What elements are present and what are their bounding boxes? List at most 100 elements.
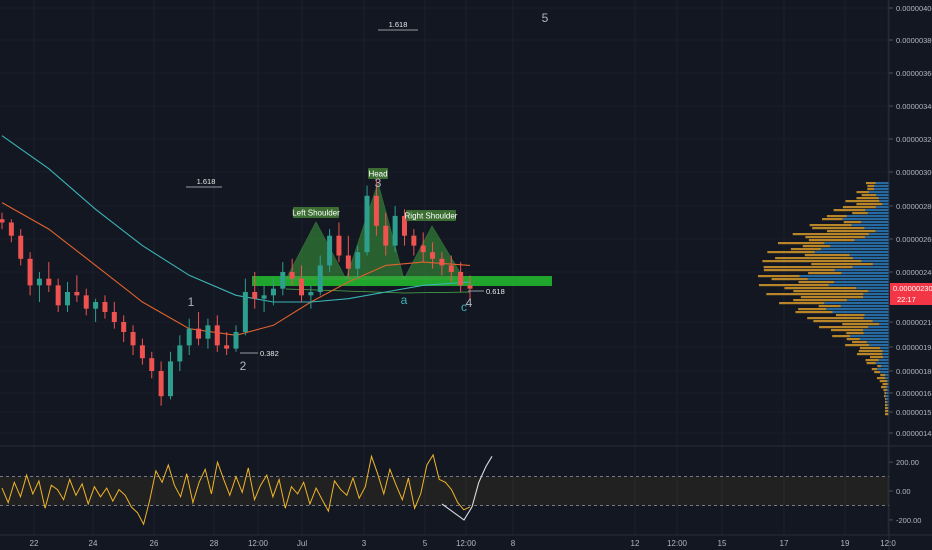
indicator-axis[interactable]: 200.00 0.00 -200.00 [889, 458, 921, 525]
volume-bar-sell [880, 386, 887, 389]
price-axis[interactable]: 0.00000400 0.00000380 0.00000360 0.00000340… [889, 4, 932, 438]
wave-label-1: 1 [188, 295, 195, 309]
price-tick-label: 0.00000260 [896, 235, 932, 244]
volume-bar-buy [876, 194, 889, 197]
volume-bar-buy [875, 362, 889, 365]
candle-body [74, 292, 80, 296]
volume-bar-buy [879, 200, 889, 203]
volume-bar-sell [795, 311, 833, 314]
volume-bar-sell [856, 197, 879, 200]
candle-body [27, 258, 33, 286]
fib-label-0618: 0.618 [486, 287, 505, 296]
volume-bar-sell [763, 269, 835, 272]
time-tick-label: 5 [423, 539, 428, 548]
volume-bar-buy [826, 308, 889, 311]
volume-bar-buy [864, 314, 889, 317]
price-tick-label: 0.00000300 [896, 168, 932, 177]
moving-average-line [1, 202, 471, 336]
time-tick-label: Jul [297, 539, 307, 548]
price-tick-label: 0.00000156 [896, 408, 932, 417]
volume-bar-sell [757, 275, 800, 278]
volume-bar-buy [886, 389, 889, 392]
volume-bar-sell [842, 206, 876, 209]
volume-bar-sell [869, 356, 884, 359]
candle-body [18, 235, 24, 259]
indicator-projection [441, 456, 493, 521]
candle-body [411, 235, 417, 246]
volume-bar-buy [841, 272, 889, 275]
volume-bar-sell [813, 320, 873, 323]
candle-body [345, 255, 351, 269]
volume-bar-buy [868, 326, 889, 329]
wave-label-5: 5 [542, 11, 549, 25]
volume-bar-buy [875, 206, 889, 209]
head-tag [368, 168, 388, 179]
left-shoulder-label: Left Shoulder [292, 209, 340, 218]
volume-bar-buy [814, 251, 889, 254]
candle-body [224, 345, 230, 349]
fib-label-left: 1.618 [197, 177, 216, 186]
volume-bar-buy [852, 257, 889, 260]
volume-bar-buy [877, 368, 889, 371]
volume-bar-buy [886, 392, 889, 395]
price-tick-label: 0.00000280 [896, 202, 932, 211]
price-tick-label: 0.00000340 [896, 102, 932, 111]
volume-bar-buy [872, 263, 889, 266]
volume-bar-buy [807, 278, 889, 281]
volume-bar-buy [872, 320, 889, 323]
volume-bar-buy [828, 284, 889, 287]
volume-bar-buy [842, 218, 889, 221]
candle-body [439, 258, 445, 266]
volume-bar-sell [842, 323, 880, 326]
price-tick-label: 0.00000320 [896, 135, 932, 144]
candle-body [261, 295, 267, 299]
time-tick-label: 22 [30, 539, 39, 548]
volume-bar-buy [880, 347, 889, 350]
price-tick-label: 0.00000180 [896, 367, 932, 376]
volume-bar-buy [866, 341, 889, 344]
volume-bar-buy [882, 350, 889, 353]
volume-bar-sell [866, 362, 876, 365]
right-shoulder-tag [406, 210, 456, 221]
volume-bar-buy [863, 329, 889, 332]
volume-bar-buy [824, 242, 889, 245]
candle-body [327, 235, 333, 266]
volume-bar-sell [793, 299, 847, 302]
volume-bar-buy [883, 356, 889, 359]
volume-bar-buy [861, 221, 889, 224]
candles[interactable] [0, 178, 473, 406]
volume-bar-buy [885, 395, 889, 398]
volume-bar-sell [885, 404, 888, 407]
candle-body [167, 361, 173, 397]
volume-bar-buy [854, 239, 889, 242]
volume-bar-buy [880, 371, 889, 374]
volume-bar-sell [879, 380, 888, 383]
volume-bar-sell [856, 203, 883, 206]
indicator-pane [0, 453, 889, 526]
volume-bar-buy [851, 224, 889, 227]
price-tick-label: 0.00000144 [896, 429, 932, 438]
volume-bar-sell [779, 302, 825, 305]
right-shoulder-label: Right Shoulder [405, 212, 458, 221]
volume-bar-sell [793, 290, 869, 293]
left-shoulder-tag [293, 207, 339, 218]
volume-bar-sell [885, 413, 889, 416]
time-axis[interactable]: 22 24 26 28 12:00 Jul 3 5 12:00 8 12 12:00 15 17 19 12:… [30, 539, 897, 548]
volume-profile [757, 182, 889, 416]
volume-bar-sell [856, 191, 869, 194]
volume-bar-sell [858, 350, 883, 353]
volume-bar-buy [834, 269, 889, 272]
volume-bar-sell [856, 353, 883, 356]
volume-bar-buy [830, 245, 889, 248]
time-tick-label: 12:0 [880, 539, 896, 548]
volume-bar-sell [808, 239, 855, 242]
wave-label-3: 3 [375, 176, 382, 190]
price-tick-label: 0.00000360 [896, 69, 932, 78]
volume-bar-sell [818, 305, 841, 308]
volume-bar-buy [878, 359, 889, 362]
support-zone [252, 276, 552, 286]
volume-bar-sell [792, 233, 870, 236]
volume-bar-sell [826, 215, 847, 218]
volume-bar-sell [867, 188, 874, 191]
